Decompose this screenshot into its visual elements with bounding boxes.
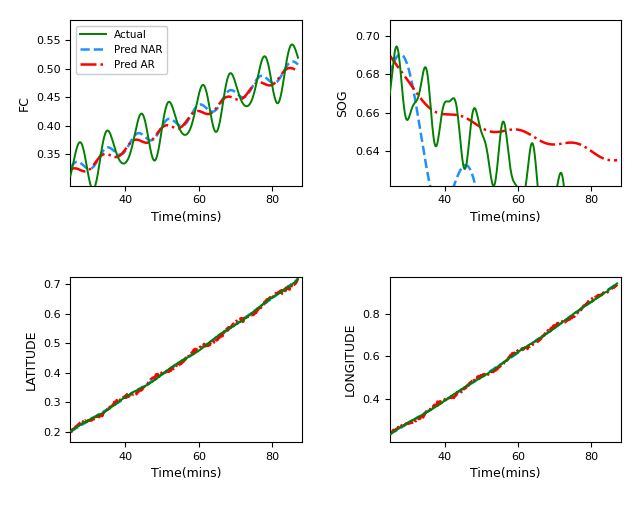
Actual bbox=[141, 118, 149, 124]
Pred NAR bbox=[67, 165, 74, 171]
Pred NAR bbox=[95, 156, 102, 162]
Pred NAR bbox=[211, 108, 218, 114]
Legend: Actual, Pred NAR, Pred AR: Actual, Pred NAR, Pred AR bbox=[76, 25, 167, 74]
Pred AR bbox=[211, 108, 218, 114]
Actual bbox=[90, 186, 97, 193]
Line: Pred AR: Pred AR bbox=[70, 68, 298, 171]
X-axis label: Time(mins): Time(mins) bbox=[151, 467, 221, 480]
Actual bbox=[157, 131, 165, 137]
Y-axis label: LONGITUDE: LONGITUDE bbox=[344, 323, 356, 396]
Pred AR bbox=[286, 65, 294, 71]
Pred AR bbox=[232, 96, 239, 102]
Pred NAR bbox=[141, 134, 149, 140]
Pred NAR bbox=[294, 61, 302, 68]
Pred NAR bbox=[232, 89, 239, 95]
X-axis label: Time(mins): Time(mins) bbox=[470, 211, 540, 224]
Pred AR bbox=[141, 140, 149, 146]
Pred NAR bbox=[232, 90, 240, 96]
Actual bbox=[294, 55, 302, 61]
X-axis label: Time(mins): Time(mins) bbox=[470, 467, 540, 480]
Actual bbox=[67, 173, 74, 179]
Y-axis label: LATITUDE: LATITUDE bbox=[24, 329, 37, 390]
Pred AR bbox=[67, 167, 74, 173]
Pred AR bbox=[232, 97, 240, 103]
Actual bbox=[232, 83, 240, 89]
Actual bbox=[211, 126, 218, 133]
Actual bbox=[289, 42, 296, 48]
Y-axis label: FC: FC bbox=[17, 95, 30, 111]
X-axis label: Time(mins): Time(mins) bbox=[151, 211, 221, 224]
Y-axis label: SOG: SOG bbox=[337, 89, 349, 117]
Line: Pred NAR: Pred NAR bbox=[70, 61, 298, 169]
Pred AR bbox=[157, 125, 165, 132]
Pred NAR bbox=[157, 125, 165, 131]
Pred NAR bbox=[85, 166, 93, 172]
Line: Actual: Actual bbox=[70, 45, 298, 189]
Pred AR bbox=[95, 155, 102, 162]
Actual bbox=[95, 168, 102, 174]
Actual bbox=[232, 79, 239, 85]
Pred AR bbox=[294, 68, 302, 74]
Pred NAR bbox=[289, 58, 297, 65]
Pred AR bbox=[81, 168, 89, 174]
